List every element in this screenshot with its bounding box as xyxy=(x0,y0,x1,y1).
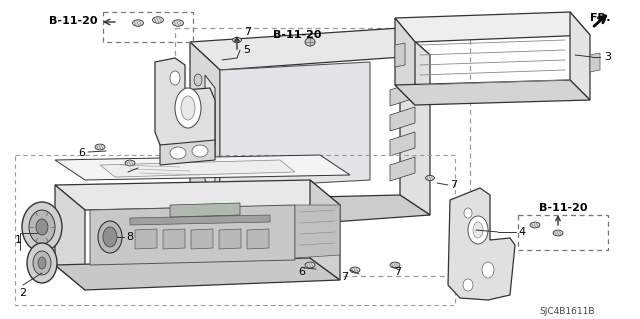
Text: 7: 7 xyxy=(451,180,458,190)
Polygon shape xyxy=(190,195,430,230)
Ellipse shape xyxy=(170,71,180,85)
Ellipse shape xyxy=(173,20,184,26)
Ellipse shape xyxy=(232,37,241,43)
Ellipse shape xyxy=(305,38,315,46)
Ellipse shape xyxy=(530,222,540,228)
Polygon shape xyxy=(390,107,415,131)
Ellipse shape xyxy=(305,262,315,268)
Ellipse shape xyxy=(194,94,202,106)
Polygon shape xyxy=(395,18,415,105)
Text: 1: 1 xyxy=(15,235,22,245)
Polygon shape xyxy=(170,203,240,217)
Text: 7: 7 xyxy=(341,272,349,282)
Polygon shape xyxy=(295,205,340,258)
Polygon shape xyxy=(400,28,430,215)
Polygon shape xyxy=(135,229,157,249)
Text: 4: 4 xyxy=(518,227,525,237)
Ellipse shape xyxy=(473,222,483,238)
Ellipse shape xyxy=(38,257,46,269)
Text: FR.: FR. xyxy=(589,13,611,23)
Bar xyxy=(518,215,608,250)
Text: 3: 3 xyxy=(605,52,611,62)
Text: B-11-20: B-11-20 xyxy=(539,203,588,213)
Text: 2: 2 xyxy=(19,288,27,298)
Ellipse shape xyxy=(36,219,48,235)
Polygon shape xyxy=(247,229,269,249)
Text: 6: 6 xyxy=(298,267,305,277)
Text: B-11-20: B-11-20 xyxy=(273,30,321,40)
Ellipse shape xyxy=(194,134,202,146)
Ellipse shape xyxy=(27,243,57,283)
Polygon shape xyxy=(100,160,295,177)
Ellipse shape xyxy=(98,221,122,253)
Polygon shape xyxy=(395,43,405,67)
Polygon shape xyxy=(55,180,340,210)
Text: 6: 6 xyxy=(79,148,86,158)
Polygon shape xyxy=(163,229,185,249)
Polygon shape xyxy=(155,58,215,152)
Ellipse shape xyxy=(482,262,494,278)
Ellipse shape xyxy=(194,114,202,126)
Ellipse shape xyxy=(170,147,186,159)
Ellipse shape xyxy=(194,74,202,86)
Polygon shape xyxy=(55,155,350,180)
Ellipse shape xyxy=(152,17,163,23)
Ellipse shape xyxy=(95,144,105,150)
Ellipse shape xyxy=(463,279,473,291)
Ellipse shape xyxy=(192,145,208,157)
Bar xyxy=(103,12,193,42)
Polygon shape xyxy=(390,157,415,181)
Ellipse shape xyxy=(181,96,195,120)
Polygon shape xyxy=(130,215,270,225)
Ellipse shape xyxy=(22,202,62,252)
Bar xyxy=(175,28,470,276)
Text: SJC4B1611B: SJC4B1611B xyxy=(540,308,595,316)
Polygon shape xyxy=(590,53,600,72)
Ellipse shape xyxy=(390,262,400,268)
Ellipse shape xyxy=(103,227,117,247)
Text: B-11-20: B-11-20 xyxy=(49,16,97,26)
Polygon shape xyxy=(310,180,340,280)
Polygon shape xyxy=(205,75,215,195)
Ellipse shape xyxy=(194,154,202,166)
Polygon shape xyxy=(160,140,215,165)
Polygon shape xyxy=(220,62,370,188)
Ellipse shape xyxy=(29,210,55,244)
Polygon shape xyxy=(448,188,515,300)
Ellipse shape xyxy=(464,208,472,218)
Polygon shape xyxy=(219,229,241,249)
Text: 5: 5 xyxy=(243,45,250,55)
Ellipse shape xyxy=(33,251,51,275)
Ellipse shape xyxy=(468,216,488,244)
Polygon shape xyxy=(390,82,415,106)
Polygon shape xyxy=(570,12,590,100)
Polygon shape xyxy=(395,80,590,105)
Polygon shape xyxy=(390,132,415,156)
Polygon shape xyxy=(55,185,85,290)
Ellipse shape xyxy=(426,175,435,181)
Ellipse shape xyxy=(125,160,135,166)
Ellipse shape xyxy=(350,267,360,273)
Text: 7: 7 xyxy=(244,27,252,37)
Ellipse shape xyxy=(132,20,143,26)
Polygon shape xyxy=(190,42,220,230)
Polygon shape xyxy=(190,28,430,70)
Polygon shape xyxy=(395,12,590,42)
Polygon shape xyxy=(191,229,213,249)
Ellipse shape xyxy=(175,88,201,128)
Polygon shape xyxy=(90,205,295,265)
Polygon shape xyxy=(55,258,340,290)
Bar xyxy=(15,155,455,305)
Ellipse shape xyxy=(553,230,563,236)
Text: 7: 7 xyxy=(394,267,401,277)
Text: 8: 8 xyxy=(127,232,134,242)
